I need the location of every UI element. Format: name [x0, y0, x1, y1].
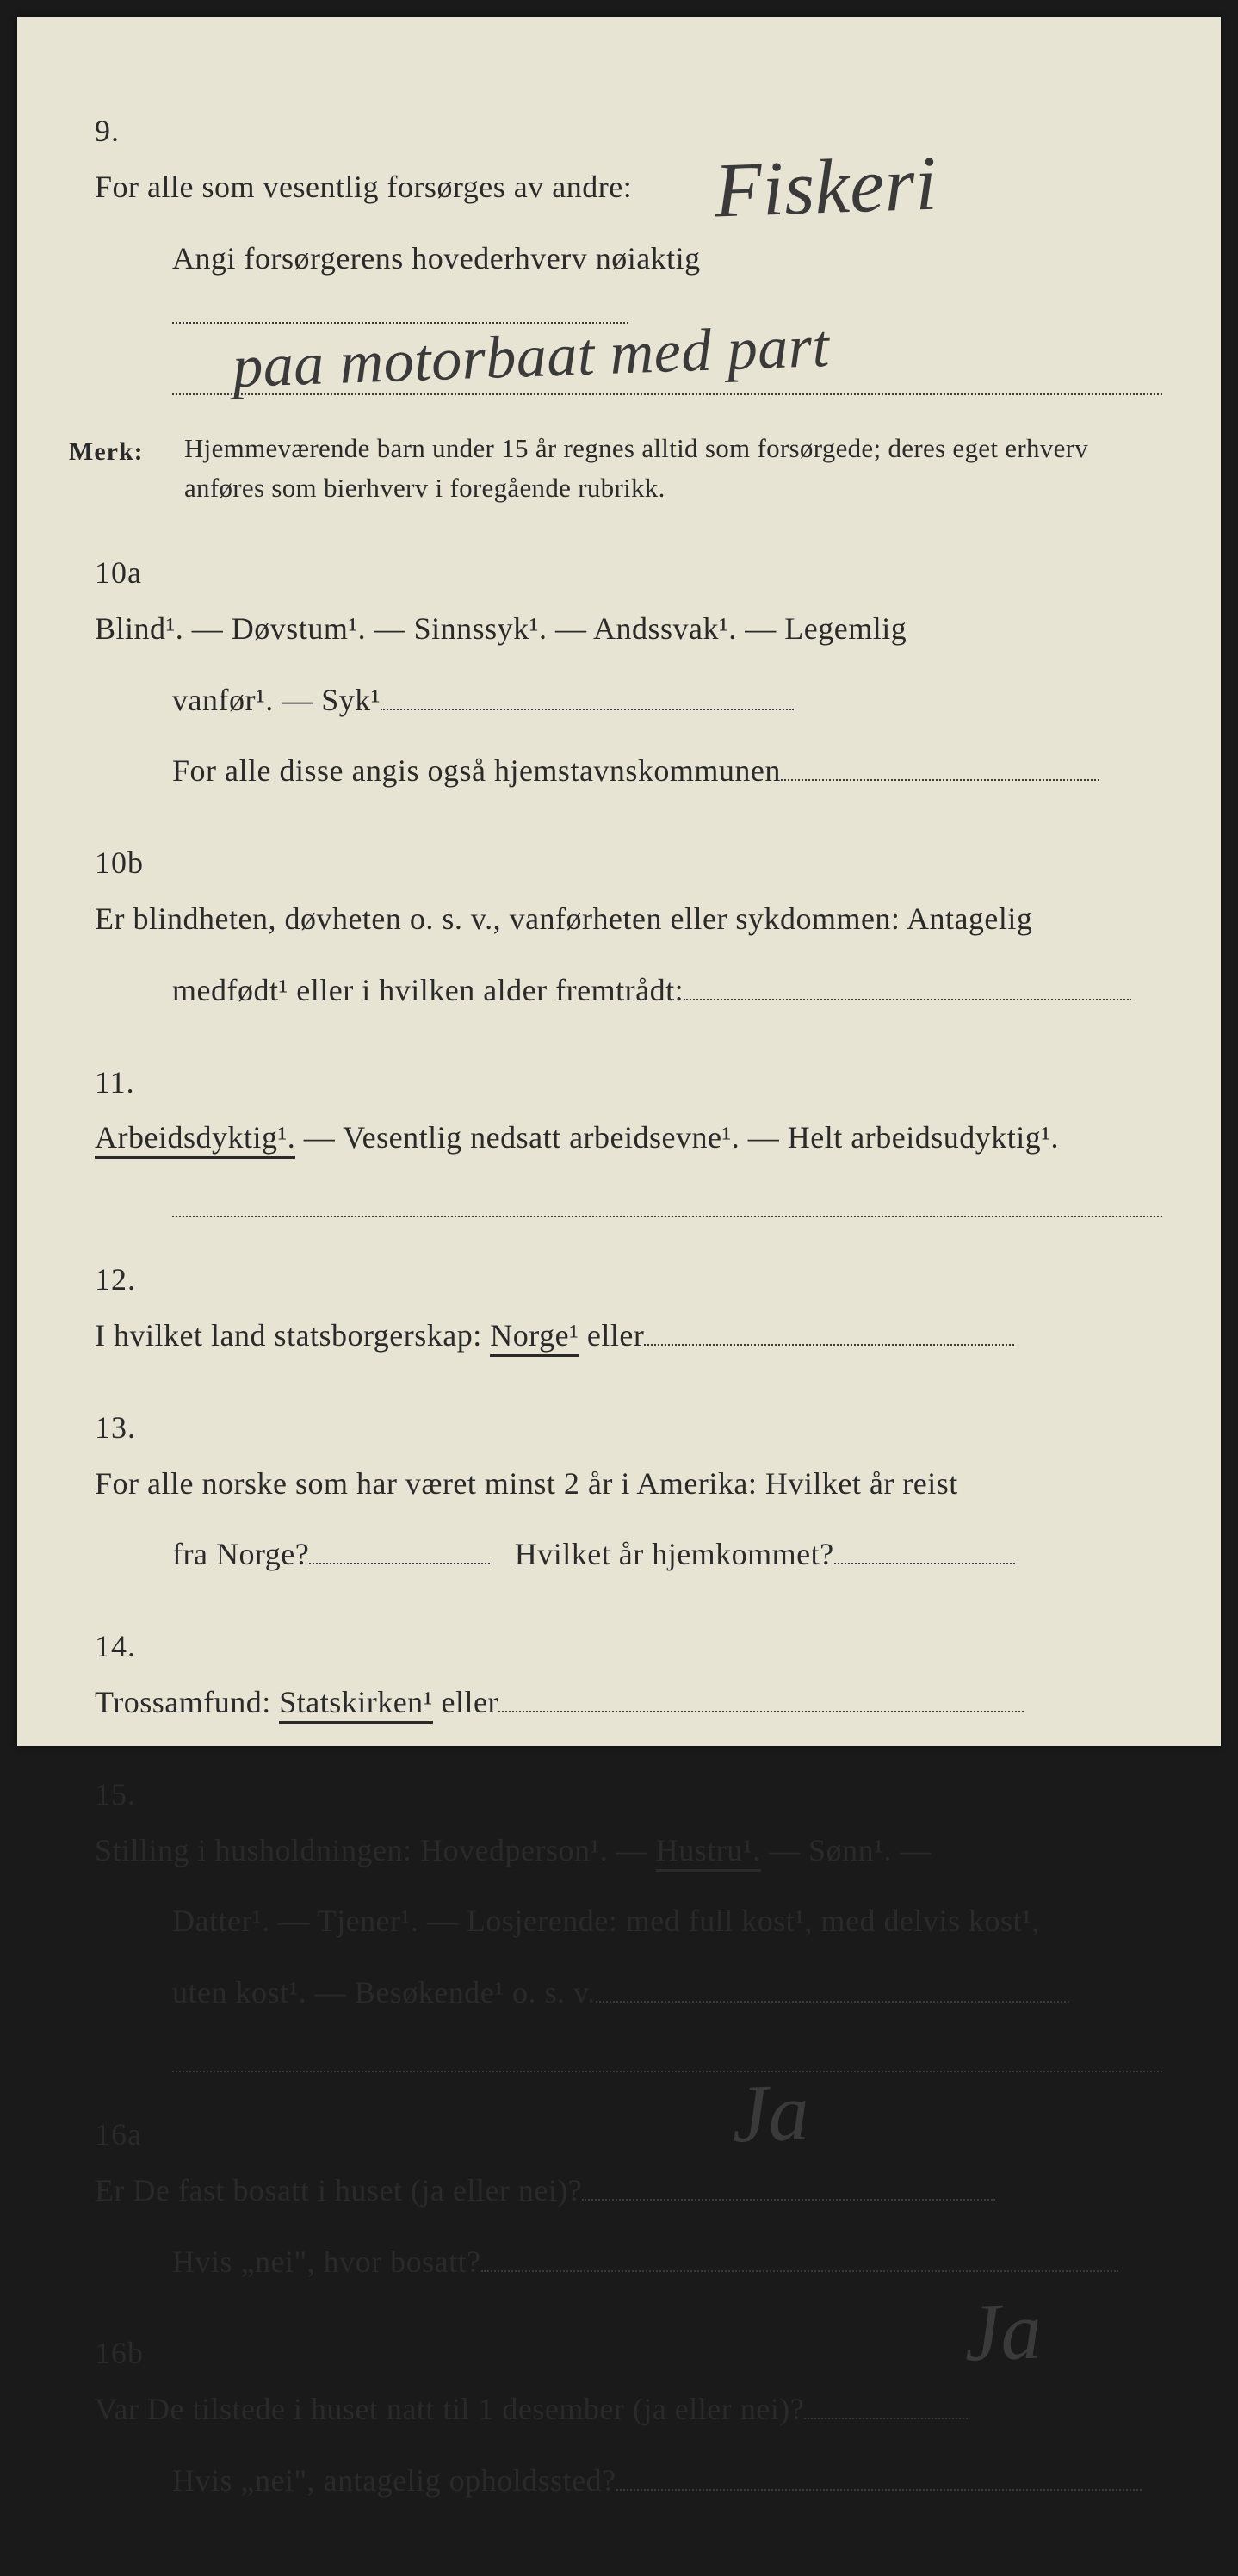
question-12: 12. I hvilket land statsborgerskap: Norg… — [95, 1252, 1152, 1364]
question-13: 13. For alle norske som har været minst … — [95, 1400, 1152, 1512]
document-page: 9. For alle som vesentlig forsørges av a… — [17, 17, 1221, 1746]
q16b-line1: Var De tilstede i huset natt til 1 desem… — [95, 2381, 1093, 2437]
q13-number: 13. — [95, 1400, 172, 1456]
q15-underlined: Hustru¹. — [656, 1833, 761, 1872]
q14-prefix: Trossamfund: — [95, 1685, 279, 1719]
q9-line2-prefix: Angi forsørgerens hovederhverv nøiaktig — [172, 241, 701, 276]
q10b-number: 10b — [95, 835, 172, 891]
q16b-line2: Hvis „nei", antagelig opholdssted? — [172, 2453, 1152, 2509]
content-area: 9. For alle som vesentlig forsørges av a… — [17, 17, 1221, 2576]
q16b-handwritten: Ja — [963, 2290, 1043, 2375]
q15-line2: Datter¹. — Tjener¹. — Losjerende: med fu… — [172, 1893, 1152, 1949]
q10b-line1: Er blindheten, døvheten o. s. v., vanfør… — [95, 891, 1093, 947]
q16a-line2: Hvis „nei", hvor bosatt? — [172, 2234, 1152, 2290]
question-9: 9. For alle som vesentlig forsørges av a… — [95, 103, 1152, 215]
q11-underlined: Arbeidsdyktig¹. — [95, 1120, 295, 1159]
q13-line2: fra Norge? Hvilket år hjemkommet? — [172, 1526, 1152, 1582]
q9-handwritten-line: paa motorbaat med part — [172, 357, 1152, 413]
merk-label: Merk: — [69, 429, 181, 475]
q15-number: 15. — [95, 1767, 172, 1823]
q12-body: I hvilket land statsborgerskap: Norge¹ e… — [95, 1308, 1093, 1364]
q9-number: 9. — [95, 103, 172, 159]
q11-body: Arbeidsdyktig¹. — Vesentlig nedsatt arbe… — [95, 1110, 1093, 1166]
q14-body: Trossamfund: Statskirken¹ eller — [95, 1675, 1093, 1731]
q16a-line1: Er De fast bosatt i huset (ja eller nei)… — [95, 2163, 1093, 2219]
q12-underlined: Norge¹ — [490, 1318, 579, 1357]
q16b-number: 16b — [95, 2325, 172, 2381]
q9-handwritten-1: Fiskeri — [714, 145, 938, 230]
q10b-line2: medfødt¹ eller i hvilken alder fremtrådt… — [172, 963, 1152, 1019]
question-15: 15. Stilling i husholdningen: Hovedperso… — [95, 1767, 1152, 1879]
q13-line1: For alle norske som har været minst 2 år… — [95, 1456, 1093, 1512]
q9-line1: For alle som vesentlig forsørges av andr… — [95, 159, 1093, 215]
question-14: 14. Trossamfund: Statskirken¹ eller — [95, 1619, 1152, 1731]
question-16b: 16b Var De tilstede i huset natt til 1 d… — [95, 2325, 1152, 2437]
merk-note: Merk: Hjemmeværende barn under 15 år reg… — [69, 429, 1152, 509]
q15-fill — [172, 2036, 1162, 2072]
question-11: 11. Arbeidsdyktig¹. — Vesentlig nedsatt … — [95, 1055, 1152, 1167]
q10a-line1: Blind¹. — Døvstum¹. — Sinnssyk¹. — Andss… — [95, 601, 1093, 657]
q12-prefix: I hvilket land statsborgerskap: — [95, 1318, 490, 1353]
q11-rest: — Vesentlig nedsatt arbeidsevne¹. — Helt… — [295, 1120, 1059, 1155]
q14-suffix: eller — [433, 1685, 498, 1719]
q12-suffix: eller — [579, 1318, 644, 1353]
q16a-number: 16a — [95, 2107, 172, 2163]
merk-text: Hjemmeværende barn under 15 år regnes al… — [184, 429, 1131, 509]
q10a-line2: vanfør¹. — Syk¹ — [172, 672, 1152, 728]
q10a-number: 10a — [95, 545, 172, 601]
q14-number: 14. — [95, 1619, 172, 1675]
q11-fill — [172, 1181, 1162, 1217]
question-10a: 10a Blind¹. — Døvstum¹. — Sinnssyk¹. — A… — [95, 545, 1152, 657]
q14-underlined: Statskirken¹ — [279, 1685, 433, 1724]
q10a-line3: For alle disse angis også hjemstavnskomm… — [172, 743, 1152, 799]
question-16a: 16a Er De fast bosatt i huset (ja eller … — [95, 2107, 1152, 2219]
q11-number: 11. — [95, 1055, 172, 1111]
q15-line1: Stilling i husholdningen: Hovedperson¹. … — [95, 1823, 1093, 1879]
question-10b: 10b Er blindheten, døvheten o. s. v., va… — [95, 835, 1152, 947]
q16a-handwritten: Ja — [730, 2071, 810, 2155]
q12-number: 12. — [95, 1252, 172, 1308]
q15-line3: uten kost¹. — Besøkende¹ o. s. v. — [172, 1965, 1152, 2021]
